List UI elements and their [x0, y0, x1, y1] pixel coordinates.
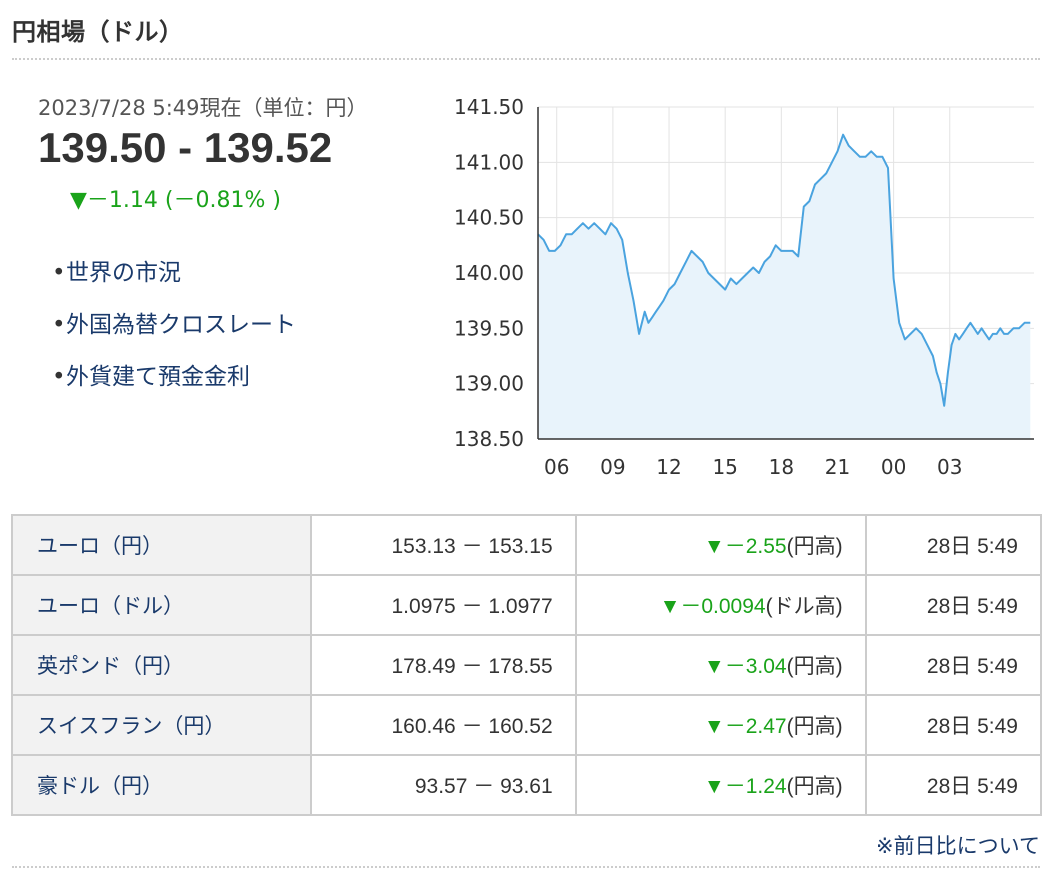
- change-cell: ▼－2.47(円高): [574, 694, 867, 756]
- bottom-divider: [12, 866, 1040, 868]
- change-suffix: (円高): [786, 535, 843, 558]
- change-suffix: (ドル高): [765, 595, 843, 618]
- change-suffix: (円高): [786, 715, 843, 738]
- table-row: 英ポンド（円） 178.49 － 178.55 ▼－3.04(円高) 28日 5:49: [11, 634, 1043, 696]
- y-tick-label: 140.00: [454, 261, 524, 285]
- x-tick-label: 09: [600, 455, 625, 479]
- update-time: 28日 5:49: [864, 574, 1043, 636]
- y-tick-label: 141.00: [454, 150, 524, 174]
- change-suffix: (円高): [786, 775, 843, 798]
- series-line: [537, 133, 1031, 407]
- down-arrow-icon: ▼: [703, 715, 725, 738]
- table-row: 豪ドル（円） 93.57 － 93.61 ▼－1.24(円高) 28日 5:49: [11, 754, 1043, 816]
- bid-ask: 178.49 － 178.55: [309, 634, 577, 696]
- change-suffix: (円高): [786, 655, 843, 678]
- link-item: •外貨建て預金金利: [52, 360, 296, 412]
- footnote-link[interactable]: ※前日比について: [876, 834, 1040, 858]
- usd-jpy-chart: 141.50 141.00 140.50 140.00 139.50 139.00 138.…: [454, 95, 1034, 479]
- table-row: ユーロ（ドル） 1.0975 － 1.0977 ▼－0.0094(ドル高) 28日 5…: [11, 574, 1043, 636]
- change-cell: ▼－1.24(円高): [574, 754, 867, 816]
- down-arrow-icon: ▼: [703, 535, 725, 558]
- quote-datetime: 2023/7/28 5:49現在（単位：円）: [38, 96, 368, 120]
- market-links: •世界の市況 •外国為替クロスレート •外貨建て預金金利: [52, 256, 296, 412]
- x-tick-label: 06: [544, 455, 569, 479]
- x-tick-label: 18: [769, 455, 794, 479]
- link-item: •世界の市況: [52, 256, 296, 308]
- link-cross-rates[interactable]: 外国為替クロスレート: [66, 312, 296, 338]
- change-cell: ▼－0.0094(ドル高): [574, 574, 867, 636]
- x-tick-label: 21: [825, 455, 850, 479]
- update-time: 28日 5:49: [864, 634, 1043, 696]
- y-tick-label: 138.50: [454, 427, 524, 451]
- update-time: 28日 5:49: [864, 694, 1043, 756]
- title-divider: [12, 58, 1040, 60]
- currency-name[interactable]: 豪ドル（円）: [11, 754, 312, 816]
- table-row: スイスフラン（円） 160.46 － 160.52 ▼－2.47(円高) 28日 5:…: [11, 694, 1043, 756]
- x-tick-label: 15: [712, 455, 737, 479]
- bullet-icon: •: [52, 312, 66, 338]
- currency-name[interactable]: ユーロ（円）: [11, 514, 312, 576]
- bullet-icon: •: [52, 364, 66, 390]
- link-world-markets[interactable]: 世界の市況: [66, 260, 181, 286]
- bid-ask: 1.0975 － 1.0977: [309, 574, 577, 636]
- cross-rates-table: ユーロ（円） 153.13 － 153.15 ▼－2.55(円高) 28日 5:49 ユ…: [11, 514, 1043, 816]
- currency-name[interactable]: スイスフラン（円）: [11, 694, 312, 756]
- page-title: 円相場（ドル）: [12, 18, 184, 46]
- down-arrow-icon: ▼: [703, 655, 725, 678]
- y-tick-label: 139.50: [454, 316, 524, 340]
- link-item: •外国為替クロスレート: [52, 308, 296, 360]
- change-cell: ▼－3.04(円高): [574, 634, 867, 696]
- y-tick-label: 141.50: [454, 95, 524, 119]
- table-row: ユーロ（円） 153.13 － 153.15 ▼－2.55(円高) 28日 5:49: [11, 514, 1043, 576]
- change-value: －0.0094: [680, 595, 766, 618]
- down-arrow-icon: ▼: [659, 595, 681, 618]
- y-tick-label: 140.50: [454, 206, 524, 230]
- bid-ask: 93.57 － 93.61: [309, 754, 577, 816]
- bid-ask: 153.13 － 153.15: [309, 514, 577, 576]
- bid-ask: 160.46 － 160.52: [309, 694, 577, 756]
- x-tick-label: 12: [656, 455, 681, 479]
- down-arrow-icon: ▼: [703, 775, 725, 798]
- currency-name[interactable]: 英ポンド（円）: [11, 634, 312, 696]
- series-area: [538, 134, 1031, 439]
- y-tick-label: 139.00: [454, 372, 524, 396]
- change-value: －1.24: [724, 775, 787, 798]
- update-time: 28日 5:49: [864, 514, 1043, 576]
- currency-name[interactable]: ユーロ（ドル）: [11, 574, 312, 636]
- change-cell: ▼－2.55(円高): [574, 514, 867, 576]
- change-value: －2.55: [724, 535, 787, 558]
- quote-price: 139.50 - 139.52: [38, 124, 333, 171]
- link-deposit-rates[interactable]: 外貨建て預金金利: [66, 364, 250, 390]
- change-value: －3.04: [724, 655, 787, 678]
- update-time: 28日 5:49: [864, 754, 1043, 816]
- bullet-icon: •: [52, 260, 66, 286]
- x-tick-label: 03: [937, 455, 962, 479]
- change-value: －2.47: [724, 715, 787, 738]
- x-tick-label: 00: [881, 455, 906, 479]
- quote-change: ▼－1.14 (－0.81% ): [70, 188, 281, 213]
